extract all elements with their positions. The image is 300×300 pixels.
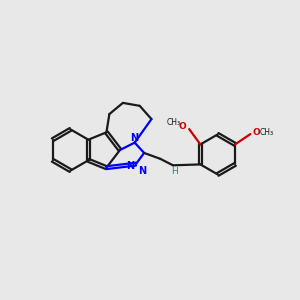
Text: N: N [130, 133, 138, 142]
Text: O: O [253, 128, 261, 137]
Text: N: N [138, 166, 146, 176]
Text: N: N [127, 161, 135, 172]
Text: CH₃: CH₃ [260, 128, 274, 137]
Text: O: O [179, 122, 187, 131]
Text: CH₃: CH₃ [167, 118, 181, 127]
Text: H: H [171, 167, 178, 176]
